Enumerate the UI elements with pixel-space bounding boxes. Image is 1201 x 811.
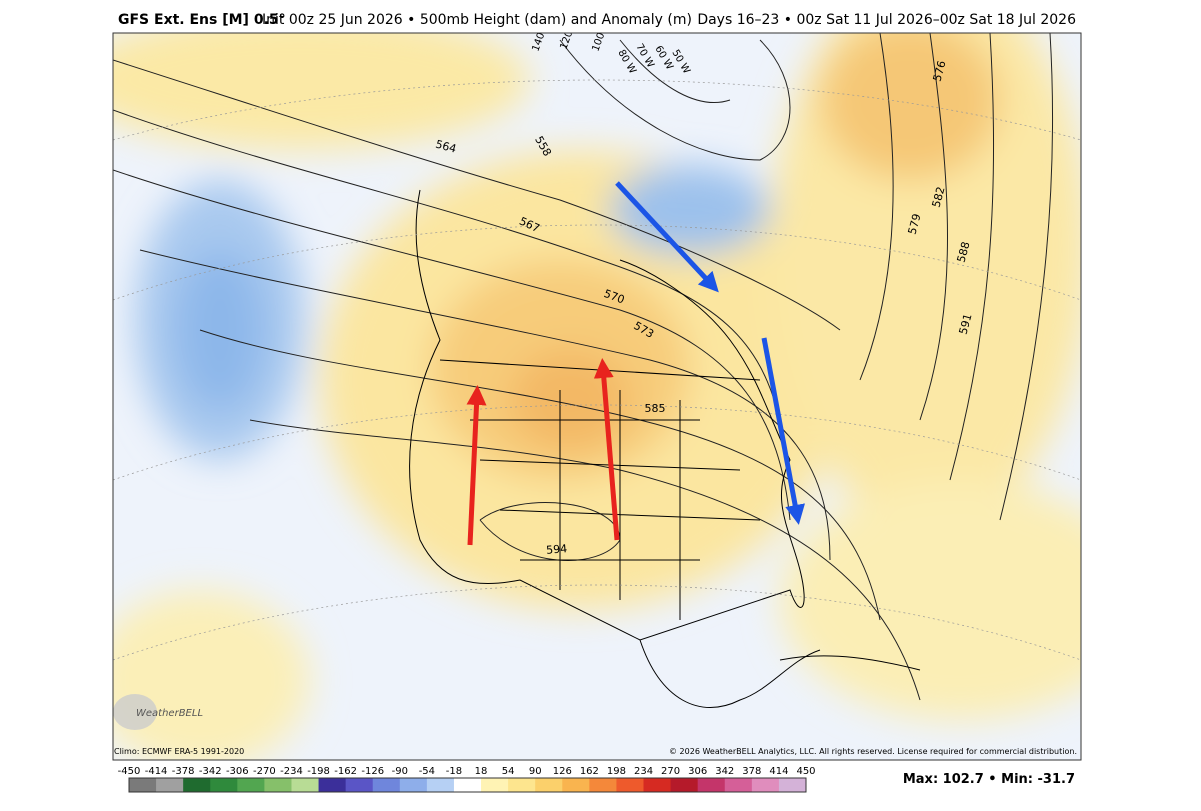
graticule: [113, 79, 1081, 661]
map-frame: [112, 32, 1082, 761]
colorbar-swatch: [318, 778, 347, 792]
colorbar-swatch: [643, 778, 672, 792]
colorbar-swatch: [616, 778, 645, 792]
colorbar-tick-label: 18: [475, 766, 488, 777]
colorbar-tick-label: -126: [361, 766, 384, 777]
colorbar-swatch: [724, 778, 753, 792]
colorbar-tick-label: -162: [334, 766, 357, 777]
colorbar-tick-label: -378: [172, 766, 195, 777]
contour-label: 579: [906, 212, 924, 236]
colorbar-swatch: [426, 778, 455, 792]
stats: Max: 102.7 • Min: -31.7: [903, 772, 1075, 787]
colorbar-swatch: [399, 778, 428, 792]
colorbar-tick-label: 126: [553, 766, 572, 777]
contour-label: 591: [957, 312, 975, 336]
logo-text: WeatherBELL: [136, 708, 203, 719]
colorbar-frame: [128, 777, 807, 793]
colorbar-tick-label: 414: [769, 766, 788, 777]
colorbar-tick-label: 234: [634, 766, 653, 777]
colorbar-swatch: [670, 778, 699, 792]
colorbar-tick-label: 198: [607, 766, 626, 777]
colorbar-swatch: [129, 778, 157, 792]
colorbar-swatch: [751, 778, 780, 792]
colorbar-swatch: [562, 778, 590, 792]
colorbar-tick-label: 162: [580, 766, 599, 777]
colorbar-tick-label: 450: [796, 766, 815, 777]
colorbar-swatch: [345, 778, 374, 792]
colorbar-tick-label: -18: [446, 766, 462, 777]
colorbar-tick-label: -234: [280, 766, 303, 777]
contour-label: 588: [955, 240, 973, 264]
colorbar-tick-label: -198: [307, 766, 330, 777]
trough-arrow: [615, 181, 719, 293]
colorbar-swatch: [453, 778, 482, 792]
map: 564 558567570573585594576582579588591140 …: [113, 33, 1081, 760]
logo-mark: [113, 694, 157, 730]
contour-label: 582: [930, 185, 948, 209]
colorbar-swatch: [372, 778, 401, 792]
colorbar-swatch: [535, 778, 563, 792]
colorbar-swatch: [508, 778, 536, 792]
colorbar-tick-label: 342: [715, 766, 734, 777]
ridge-arrow: [593, 358, 620, 541]
colorbar-swatch: [237, 778, 265, 792]
colorbar-swatch: [481, 778, 509, 792]
colorbar-tick-label: 378: [742, 766, 761, 777]
contour-label: 576: [931, 59, 949, 83]
colorbar-tick-label: 54: [502, 766, 515, 777]
colorbar-swatch: [697, 778, 726, 792]
colorbar-swatch: [156, 778, 184, 792]
trough-arrow: [761, 337, 805, 525]
copyright: © 2026 WeatherBELL Analytics, LLC. All r…: [669, 747, 1077, 756]
header-valid: Days 16–23 • 00z Sat 11 Jul 2026–00z Sat…: [697, 12, 1076, 28]
header-subtitle: Init 00z 25 Jun 2026 • 500mb Height (dam…: [262, 12, 692, 28]
colorbar-tick-label: -414: [145, 766, 168, 777]
colorbar-swatch: [778, 778, 807, 792]
colorbar-tick-label: 270: [661, 766, 680, 777]
climo: Climo: ECMWF ERA-5 1991-2020: [114, 747, 244, 756]
colorbar-tick-label: -306: [226, 766, 249, 777]
contour-label: 564: [434, 138, 458, 156]
colorbar-tick-label: -342: [199, 766, 222, 777]
colorbar-tick-label: 90: [529, 766, 542, 777]
colorbar-swatch: [291, 778, 320, 792]
colorbar-swatch: [183, 778, 211, 792]
colorbar-tick-label: -90: [392, 766, 408, 777]
header-title: GFS Ext. Ens [M] 0.5°: [118, 12, 286, 28]
colorbar-tick-label: -450: [118, 766, 141, 777]
colorbar-tick-label: -270: [253, 766, 276, 777]
colorbar-swatch: [264, 778, 292, 792]
colorbar-swatch: [589, 778, 617, 792]
colorbar-tick-label: -54: [419, 766, 435, 777]
contour-label: 585: [645, 402, 666, 415]
colorbar-swatch: [210, 778, 238, 792]
colorbar-tick-label: 306: [688, 766, 707, 777]
ridge-arrow: [466, 385, 487, 546]
contour-label: 594: [546, 542, 568, 557]
